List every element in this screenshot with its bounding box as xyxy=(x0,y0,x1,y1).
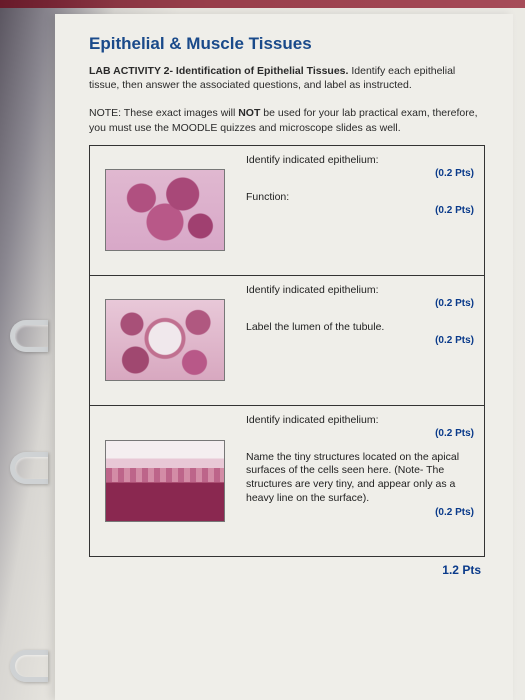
question-text: Label the lumen of the tubule. xyxy=(246,321,474,333)
question-text: Name the tiny structures located on the … xyxy=(246,451,474,506)
total-points: 1.2 Pts xyxy=(89,557,485,577)
note-prefix: NOTE: These exact images will xyxy=(89,107,238,119)
question-cell: Identify indicated epithelium: (0.2 Pts)… xyxy=(240,146,484,275)
tissue-image-2 xyxy=(105,299,225,381)
table-row: Identify indicated epithelium: (0.2 Pts)… xyxy=(90,406,484,556)
question-text: Identify indicated epithelium: xyxy=(246,284,474,296)
points-label: (0.2 Pts) xyxy=(246,298,474,309)
note-text: NOTE: These exact images will NOT be use… xyxy=(89,106,485,134)
worksheet-page: Epithelial & Muscle Tissues LAB ACTIVITY… xyxy=(55,14,513,700)
image-cell xyxy=(90,146,240,275)
points-label: (0.2 Pts) xyxy=(246,507,474,518)
points-label: (0.2 Pts) xyxy=(246,335,474,346)
book-top-edge xyxy=(0,0,525,8)
binder-ring xyxy=(10,320,48,352)
question-cell: Identify indicated epithelium: (0.2 Pts)… xyxy=(240,276,484,405)
question-text: Function: xyxy=(246,191,474,203)
points-label: (0.2 Pts) xyxy=(246,428,474,439)
lab-activity-intro: LAB ACTIVITY 2- Identification of Epithe… xyxy=(89,64,485,92)
binder-ring xyxy=(10,650,48,682)
points-label: (0.2 Pts) xyxy=(246,205,474,216)
table-row: Identify indicated epithelium: (0.2 Pts)… xyxy=(90,146,484,276)
page-title: Epithelial & Muscle Tissues xyxy=(89,34,485,54)
tissue-image-3 xyxy=(105,440,225,522)
image-cell xyxy=(90,406,240,556)
image-cell xyxy=(90,276,240,405)
question-cell: Identify indicated epithelium: (0.2 Pts)… xyxy=(240,406,484,556)
tissue-image-1 xyxy=(105,169,225,251)
intro-bold: LAB ACTIVITY 2- Identification of Epithe… xyxy=(89,65,348,77)
points-label: (0.2 Pts) xyxy=(246,168,474,179)
worksheet-table: Identify indicated epithelium: (0.2 Pts)… xyxy=(89,145,485,557)
question-text: Identify indicated epithelium: xyxy=(246,154,474,166)
binder-ring xyxy=(10,452,48,484)
question-text: Identify indicated epithelium: xyxy=(246,414,474,426)
table-row: Identify indicated epithelium: (0.2 Pts)… xyxy=(90,276,484,406)
note-not: NOT xyxy=(238,107,260,119)
